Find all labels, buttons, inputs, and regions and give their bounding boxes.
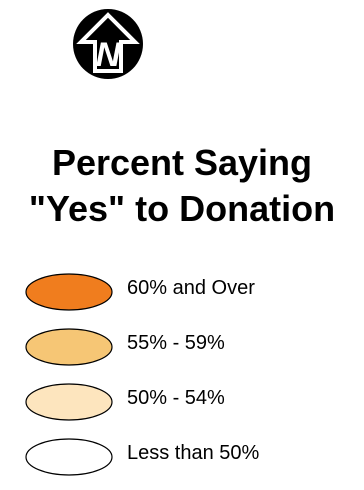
- legend-item: 60% and Over: [24, 270, 354, 325]
- legend-swatch-shape: [25, 328, 113, 366]
- legend-item: 55% - 59%: [24, 325, 354, 380]
- legend-title-line-1: Percent Saying: [51, 142, 313, 183]
- legend-swatch: [25, 438, 113, 476]
- legend-label: 60% and Over: [127, 277, 255, 299]
- legend-label: 55% - 59%: [127, 332, 225, 354]
- legend-title-line-2: "Yes" to Donation: [28, 188, 336, 229]
- north-arrow-icon: N: [73, 9, 143, 79]
- legend-swatch: [25, 328, 113, 366]
- legend-swatch: [25, 383, 113, 421]
- legend-swatch-shape: [25, 383, 113, 421]
- legend-label: 50% - 54%: [127, 387, 225, 409]
- legend-label: Less than 50%: [127, 442, 260, 464]
- legend: 60% and Over 55% - 59% 50% - 54% Less th…: [24, 270, 354, 490]
- legend-swatch: [25, 273, 113, 311]
- legend-item: Less than 50%: [24, 435, 354, 490]
- north-letter: N: [96, 36, 122, 74]
- legend-swatch-shape: [25, 273, 113, 311]
- legend-title: Percent Saying "Yes" to Donation: [0, 140, 364, 232]
- legend-swatch-shape: [25, 438, 113, 476]
- legend-item: 50% - 54%: [24, 380, 354, 435]
